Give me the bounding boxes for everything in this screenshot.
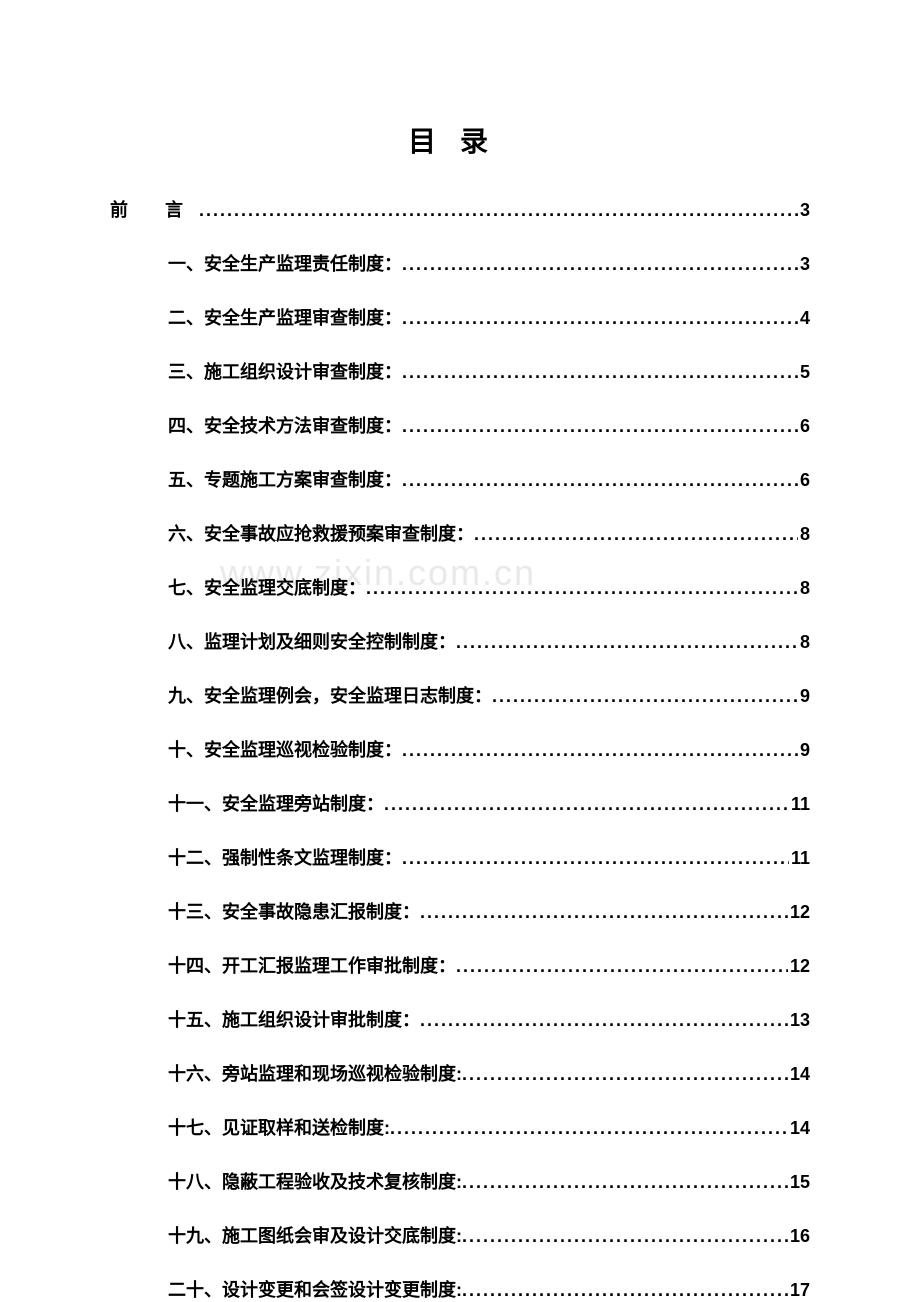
toc-leader [402,362,798,383]
toc-label: 十七、见证取样和送检制度: [168,1114,390,1140]
toc-label: 十四、开工汇报监理工作审批制度： [168,952,456,978]
toc-label: 前 言 [110,196,199,222]
table-of-contents: 前 言 3 一、安全生产监理责任制度： 3 二、安全生产监理审查制度： 4 三、… [110,196,810,1302]
toc-page: 12 [788,956,810,977]
toc-leader [462,1226,788,1247]
toc-label: 五、专题施工方案审查制度： [168,466,402,492]
toc-page: 11 [789,848,810,869]
toc-page: 5 [798,362,810,383]
toc-entry: 十七、见证取样和送检制度: 14 [110,1114,810,1140]
toc-page: 13 [788,1010,810,1031]
toc-leader [462,1280,788,1301]
toc-leader [402,416,798,437]
toc-entry: 十三、安全事故隐患汇报制度： 12 [110,898,810,924]
toc-label: 一、安全生产监理责任制度： [168,250,402,276]
toc-page: 15 [788,1172,810,1193]
toc-entry: 十五、施工组织设计审批制度： 13 [110,1006,810,1032]
toc-leader [366,578,798,599]
toc-entry: 一、安全生产监理责任制度： 3 [110,250,810,276]
toc-entry: 三、施工组织设计审查制度： 5 [110,358,810,384]
toc-entry: 十、安全监理巡视检验制度： 9 [110,736,810,762]
toc-entry: 八、监理计划及细则安全控制制度： 8 [110,628,810,654]
toc-page: 9 [798,686,810,707]
toc-page: 17 [788,1280,810,1301]
toc-label: 二、安全生产监理审查制度： [168,304,402,330]
toc-label: 二十、设计变更和会签设计变更制度: [168,1276,462,1302]
toc-label: 十三、安全事故隐患汇报制度： [168,898,420,924]
toc-page: 3 [798,200,810,221]
toc-entry-preface: 前 言 3 [110,196,810,222]
toc-page: 8 [798,578,810,599]
toc-entry: 五、专题施工方案审查制度： 6 [110,466,810,492]
toc-entry: 二十、设计变更和会签设计变更制度: 17 [110,1276,810,1302]
toc-label: 三、施工组织设计审查制度： [168,358,402,384]
toc-label: 十八、隐蔽工程验收及技术复核制度: [168,1168,462,1194]
toc-leader [420,902,788,923]
toc-page: 4 [798,308,810,329]
toc-entry: 六、安全事故应抢救援预案审查制度： 8 [110,520,810,546]
toc-entry: 十六、旁站监理和现场巡视检验制度: 14 [110,1060,810,1086]
toc-page: 6 [798,470,810,491]
toc-entry: 二、安全生产监理审查制度： 4 [110,304,810,330]
toc-entry: 十九、施工图纸会审及设计交底制度: 16 [110,1222,810,1248]
toc-page: 8 [798,632,810,653]
toc-label: 七、安全监理交底制度： [168,574,366,600]
toc-label: 九、安全监理例会，安全监理日志制度： [168,682,492,708]
toc-page: 6 [798,416,810,437]
toc-entry: 十四、开工汇报监理工作审批制度： 12 [110,952,810,978]
toc-label: 十二、强制性条文监理制度： [168,844,402,870]
toc-label: 十、安全监理巡视检验制度： [168,736,402,762]
toc-leader [456,632,798,653]
toc-page: 8 [798,524,810,545]
toc-leader [402,308,798,329]
toc-label: 十九、施工图纸会审及设计交底制度: [168,1222,462,1248]
document-title: 目录 [110,120,810,160]
toc-label: 十六、旁站监理和现场巡视检验制度: [168,1060,462,1086]
toc-page: 14 [788,1064,810,1085]
toc-leader [402,470,798,491]
toc-label: 八、监理计划及细则安全控制制度： [168,628,456,654]
toc-label: 十五、施工组织设计审批制度： [168,1006,420,1032]
toc-entry: 九、安全监理例会，安全监理日志制度： 9 [110,682,810,708]
toc-page: 3 [798,254,810,275]
toc-label: 十一、安全监理旁站制度： [168,790,384,816]
toc-leader [402,254,798,275]
toc-leader [462,1172,788,1193]
toc-page: 12 [788,902,810,923]
toc-leader [384,794,789,815]
toc-leader [390,1118,788,1139]
toc-leader [402,848,789,869]
toc-page: 16 [788,1226,810,1247]
toc-leader [456,956,788,977]
toc-page: 14 [788,1118,810,1139]
toc-label: 六、安全事故应抢救援预案审查制度： [168,520,474,546]
toc-leader [492,686,798,707]
toc-leader [474,524,798,545]
toc-leader [402,740,798,761]
toc-page: 9 [798,740,810,761]
toc-entry: 十一、安全监理旁站制度： 11 [110,790,810,816]
toc-page: 11 [789,794,810,815]
toc-entry: 十二、强制性条文监理制度： 11 [110,844,810,870]
toc-leader [199,200,798,221]
toc-leader [462,1064,788,1085]
toc-leader [420,1010,788,1031]
toc-entry: 七、安全监理交底制度： 8 [110,574,810,600]
toc-label: 四、安全技术方法审查制度： [168,412,402,438]
toc-entry: 十八、隐蔽工程验收及技术复核制度: 15 [110,1168,810,1194]
toc-entry: 四、安全技术方法审查制度： 6 [110,412,810,438]
